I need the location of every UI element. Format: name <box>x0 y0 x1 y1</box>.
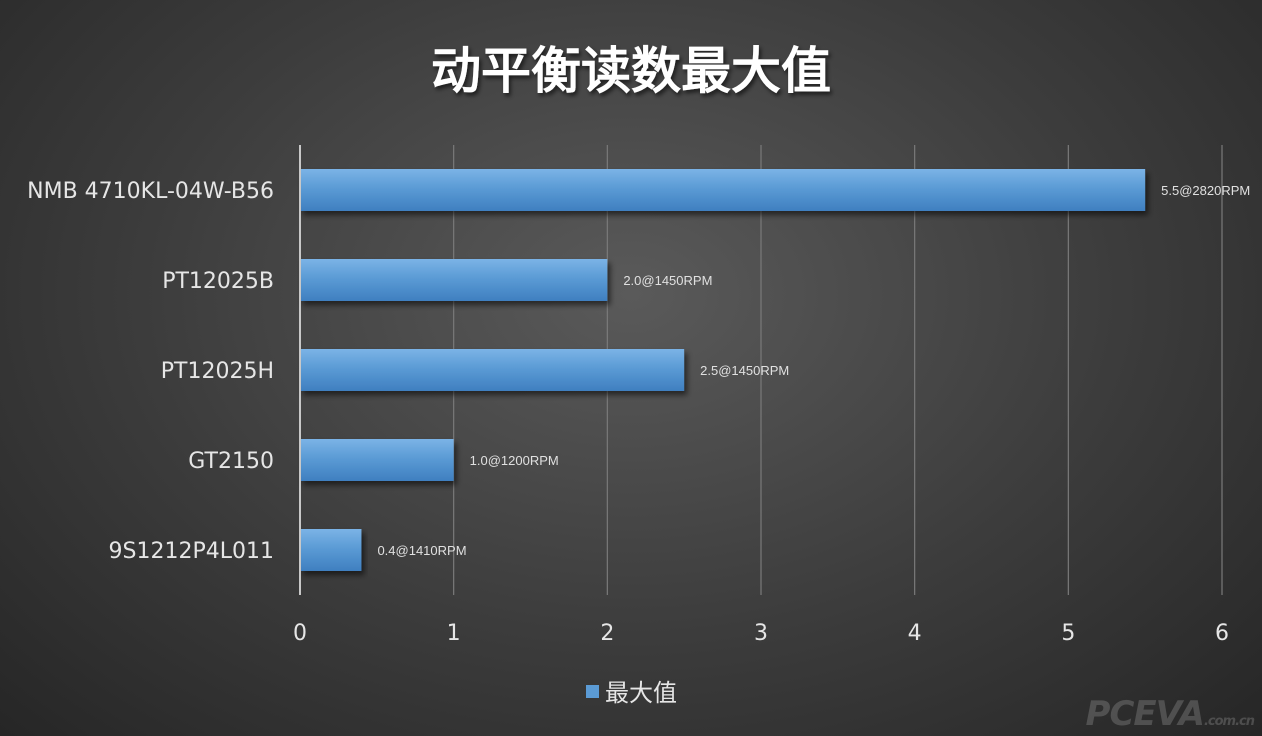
category-label: NMB 4710KL-04W-B56 <box>27 179 274 204</box>
labels: NMB 4710KL-04W-B56 5.5@2820RPM PT12025B 2.0… <box>27 179 1250 564</box>
data-label: 1.0@1200RPM <box>470 453 559 468</box>
legend-label: 最大值 <box>605 679 677 707</box>
bar <box>300 349 685 391</box>
watermark: PCEVA.com.cn <box>1085 694 1255 734</box>
bar <box>300 529 362 571</box>
data-label: 5.5@2820RPM <box>1161 183 1250 198</box>
bar <box>300 259 608 301</box>
x-tick-label: 6 <box>1215 621 1229 646</box>
category-label: PT12025B <box>162 269 274 294</box>
gridlines <box>453 145 1223 595</box>
legend-swatch <box>586 685 599 698</box>
data-label: 0.4@1410RPM <box>377 543 466 558</box>
x-tick-label: 0 <box>293 621 307 646</box>
watermark-suffix: .com.cn <box>1203 714 1255 729</box>
data-label: 2.0@1450RPM <box>623 273 712 288</box>
x-tick-label: 5 <box>1061 621 1075 646</box>
axes: 0 1 2 3 4 5 6 <box>293 145 1229 646</box>
chart-title: 动平衡读数最大值 <box>431 42 831 100</box>
x-tick-label: 3 <box>754 621 768 646</box>
x-tick-label: 4 <box>908 621 922 646</box>
bar <box>300 439 454 481</box>
bars <box>300 169 1146 571</box>
data-label: 2.5@1450RPM <box>700 363 789 378</box>
x-tick-label: 2 <box>600 621 614 646</box>
x-tick-label: 1 <box>447 621 461 646</box>
category-label: GT2150 <box>188 449 274 474</box>
category-label: 9S1212P4L011 <box>109 539 274 564</box>
legend: 最大值 <box>586 679 677 707</box>
bar <box>300 169 1146 211</box>
category-label: PT12025H <box>161 359 274 384</box>
watermark-brand: PCEVA <box>1085 694 1205 734</box>
